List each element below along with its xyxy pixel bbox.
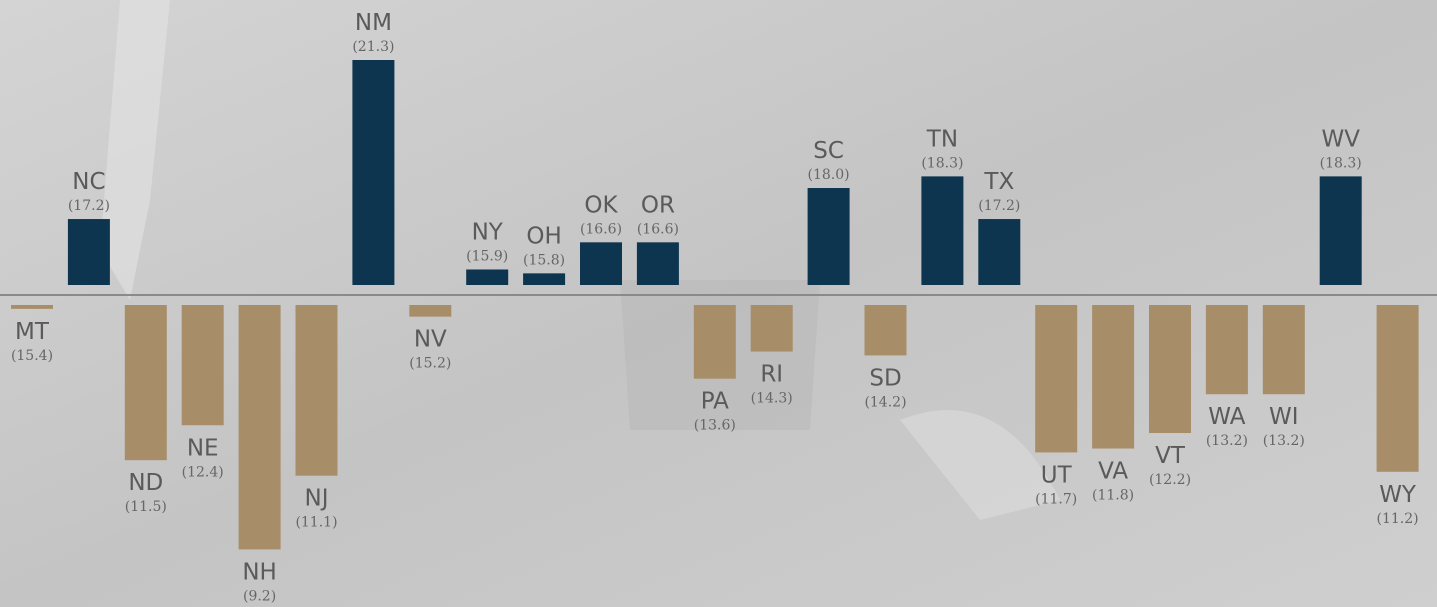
value-label: (11.2) (1377, 511, 1419, 527)
plot: MT (15.4) NC (17.2) ND (11.5) NE (12.4) NH (9.2) N… (0, 10, 1437, 604)
bar-label: NH (242, 559, 277, 585)
value-label: (18.0) (808, 167, 850, 183)
value-label: (15.2) (409, 356, 451, 372)
bar-label: OK (584, 192, 618, 218)
bar-label: WI (1269, 404, 1299, 430)
bar-label: WA (1208, 404, 1245, 430)
bar-label: TN (926, 126, 958, 152)
value-label: (14.3) (751, 391, 793, 407)
value-label: (15.9) (466, 248, 508, 264)
bar (238, 305, 281, 550)
value-label: (11.5) (125, 499, 167, 515)
bar-label: SC (813, 138, 844, 164)
bar-label: WV (1321, 126, 1360, 152)
bar (750, 305, 793, 352)
bar (636, 242, 679, 285)
bar-label: NY (472, 219, 504, 245)
value-label: (12.2) (1149, 472, 1191, 488)
bar-label: PA (701, 389, 729, 415)
bar (409, 305, 452, 317)
bar (1092, 305, 1135, 449)
bar-label: VT (1155, 443, 1186, 469)
value-label: (16.6) (580, 221, 622, 237)
bar (67, 219, 110, 285)
bar-label: NC (72, 169, 105, 195)
value-label: (18.3) (1320, 155, 1362, 171)
bar-label: VA (1098, 459, 1128, 485)
value-label: (13.2) (1263, 433, 1305, 449)
bar (1205, 305, 1248, 395)
bar (1376, 305, 1419, 472)
value-label: (18.3) (921, 155, 963, 171)
bar (580, 242, 622, 285)
bar (11, 305, 53, 309)
bar (693, 305, 736, 379)
bar-label: WY (1379, 482, 1417, 508)
bar-label: NM (355, 10, 392, 36)
bar (295, 305, 338, 476)
bar-label: ND (128, 470, 163, 496)
photo-shape (100, 0, 170, 300)
bar-label: RI (760, 362, 783, 388)
bar-label: SD (869, 365, 901, 391)
bar (352, 60, 395, 285)
bar (1319, 176, 1362, 285)
value-label: (15.4) (11, 348, 53, 364)
bar-label: NJ (305, 486, 329, 512)
bar (1262, 305, 1305, 395)
value-label: (13.2) (1206, 433, 1248, 449)
value-label: (9.2) (243, 588, 276, 604)
bar (1149, 305, 1191, 434)
value-label: (17.2) (68, 198, 110, 214)
bar-label: NE (187, 435, 219, 461)
value-label: (14.2) (864, 394, 906, 410)
bar-label: NV (414, 327, 447, 353)
bar (921, 176, 964, 285)
bar (466, 269, 509, 285)
bar (1035, 305, 1078, 453)
bar (181, 305, 224, 426)
value-label: (11.8) (1092, 488, 1134, 504)
value-label: (16.6) (637, 221, 679, 237)
value-label: (13.6) (694, 418, 736, 434)
value-label: (11.1) (295, 515, 337, 531)
bar (523, 273, 566, 285)
bar-label: UT (1041, 462, 1073, 488)
bar (864, 305, 907, 356)
value-label: (12.4) (182, 464, 224, 480)
bar-label: TX (983, 169, 1014, 195)
bar-label: MT (15, 319, 50, 345)
bar (978, 219, 1021, 285)
bar (807, 188, 850, 285)
bar-label: OH (526, 223, 561, 249)
value-label: (15.8) (523, 252, 565, 268)
photo-shape (900, 410, 1060, 520)
value-label: (21.3) (352, 39, 394, 55)
bar (124, 305, 167, 461)
bar-label: OR (641, 192, 675, 218)
value-label: (11.7) (1035, 491, 1077, 507)
value-label: (17.2) (978, 198, 1020, 214)
